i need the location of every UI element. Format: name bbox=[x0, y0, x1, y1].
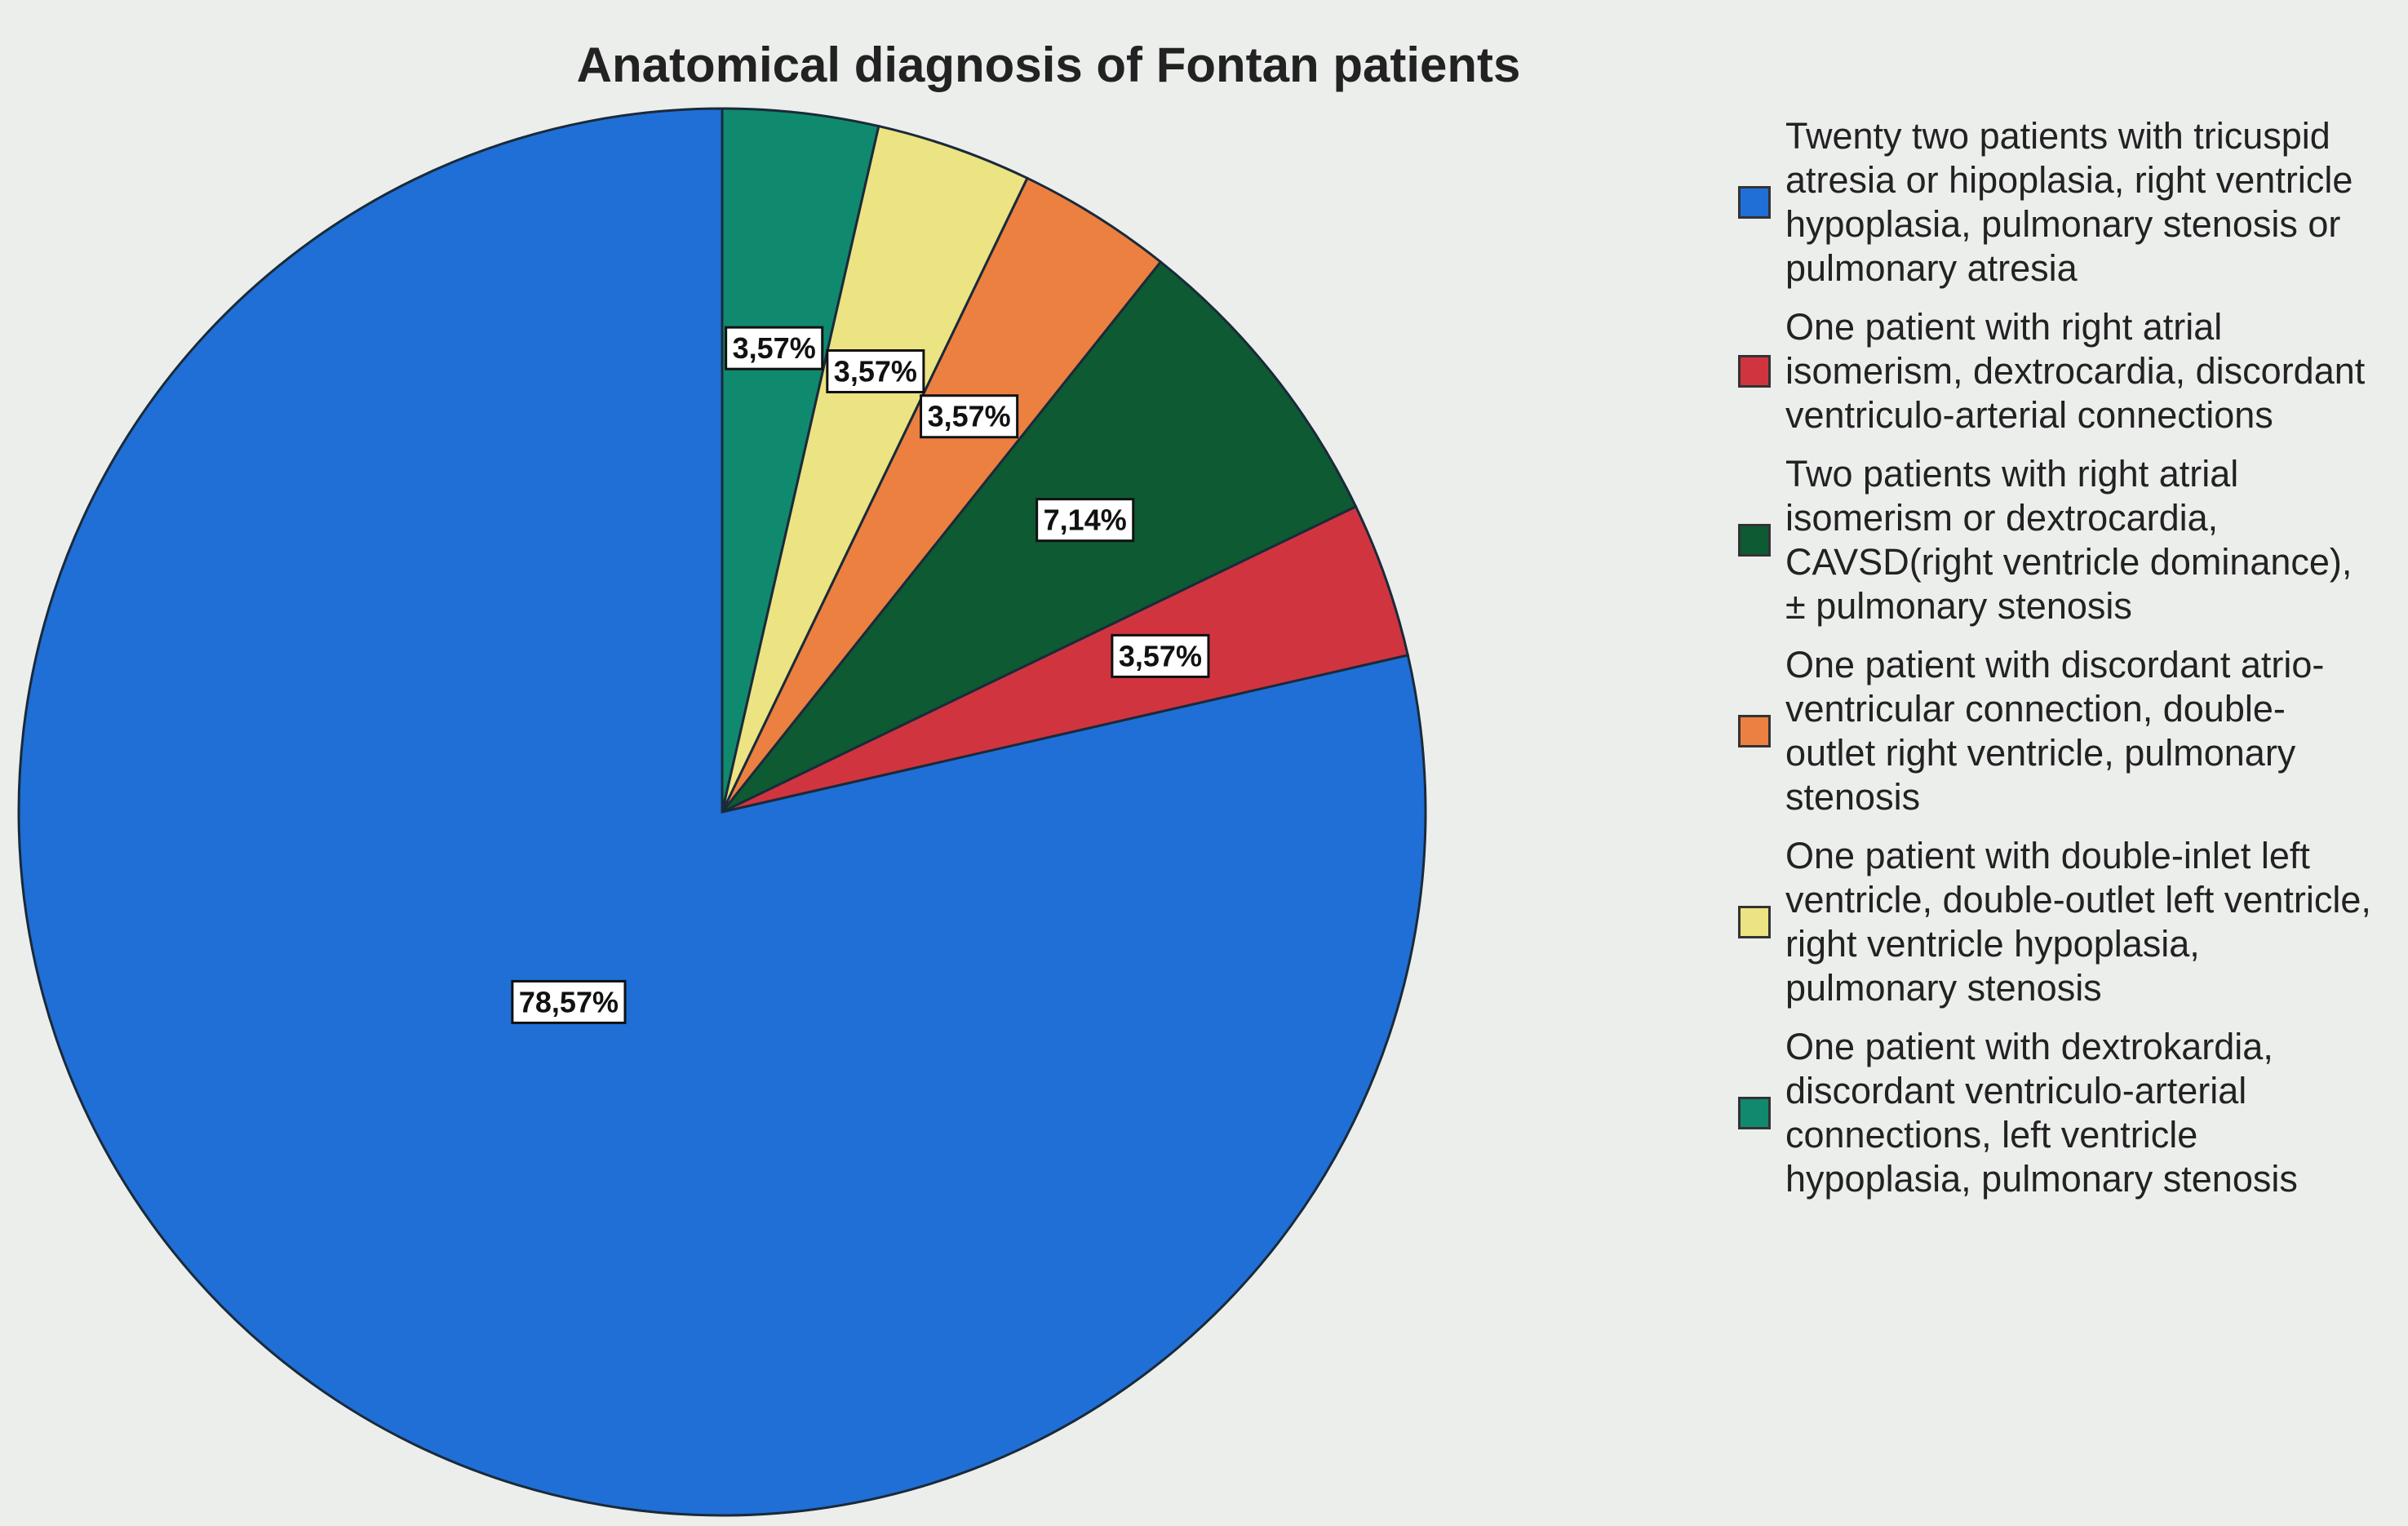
value-label-text: 3,57% bbox=[834, 355, 917, 388]
legend-item: Twenty two patients with tricuspid atres… bbox=[1738, 114, 2391, 291]
value-label-box bbox=[1035, 498, 1135, 543]
value-label-text: 3,57% bbox=[1119, 639, 1202, 672]
legend-swatch bbox=[1738, 186, 1771, 219]
legend-label: Two patients with right atrial isomerism… bbox=[1785, 453, 2353, 627]
legend-label: One patient with discordant atrio-ventri… bbox=[1785, 644, 2325, 818]
value-label: 7,14% bbox=[1035, 498, 1135, 543]
value-label-text: 7,14% bbox=[1044, 503, 1127, 537]
chart-title: Anatomical diagnosis of Fontan patients bbox=[577, 38, 1521, 92]
legend-label: Twenty two patients with tricuspid atres… bbox=[1785, 115, 2353, 289]
value-label: 78,57% bbox=[511, 979, 627, 1024]
legend-swatch bbox=[1738, 355, 1771, 388]
legend-swatch bbox=[1738, 906, 1771, 938]
legend-label: One patient with double-inlet left ventr… bbox=[1785, 835, 2371, 1009]
pie bbox=[17, 107, 1427, 1517]
value-label-box bbox=[826, 349, 925, 394]
value-label: 3,57% bbox=[920, 394, 1019, 439]
pie-slice bbox=[721, 107, 880, 813]
value-label: 3,57% bbox=[826, 349, 925, 394]
legend-item: One patient with discordant atrio-ventri… bbox=[1738, 643, 2391, 819]
legend-item: One patient with right atrial isomerism,… bbox=[1738, 305, 2391, 437]
value-label-box bbox=[1111, 633, 1210, 678]
value-label-box bbox=[511, 979, 627, 1024]
value-labels: 78,57% 3,57% 7,14% 3,57% 3,57% 3,57% bbox=[511, 326, 1210, 1024]
legend-swatch bbox=[1738, 524, 1771, 557]
value-label-text: 3,57% bbox=[733, 331, 816, 365]
legend-item: One patient with double-inlet left ventr… bbox=[1738, 834, 2391, 1010]
value-label: 3,57% bbox=[725, 326, 824, 370]
legend-swatch bbox=[1738, 1097, 1771, 1129]
value-label-box bbox=[725, 326, 824, 370]
value-label-box bbox=[920, 394, 1019, 439]
legend-item: Two patients with right atrial isomerism… bbox=[1738, 452, 2391, 628]
legend-label: One patient with right atrial isomerism,… bbox=[1785, 306, 2366, 436]
value-label: 3,57% bbox=[1111, 633, 1210, 678]
legend-item: One patient with dextrokardia, discordan… bbox=[1738, 1025, 2391, 1201]
value-label-text: 3,57% bbox=[928, 400, 1011, 433]
value-label-text: 78,57% bbox=[519, 985, 619, 1018]
legend-swatch bbox=[1738, 715, 1771, 747]
legend-label: One patient with dextrokardia, discordan… bbox=[1785, 1026, 2298, 1200]
legend: Twenty two patients with tricuspid atres… bbox=[1738, 114, 2391, 1201]
pie-slice bbox=[17, 107, 1427, 1517]
